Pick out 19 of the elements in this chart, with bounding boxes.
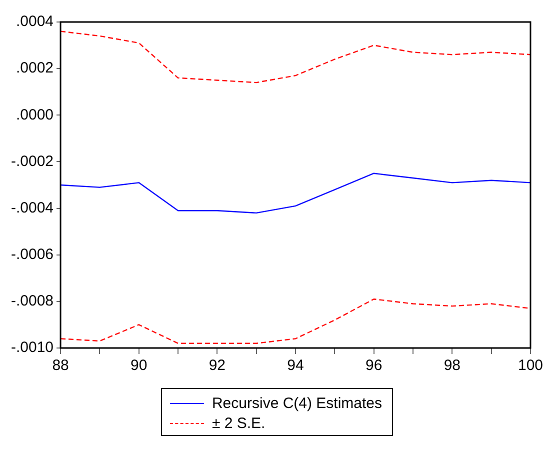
x-tick-label: 100 [518,357,543,374]
y-tick-label: -.0004 [10,199,54,216]
x-tick-label: 90 [130,357,148,374]
y-tick-label: .0002 [16,60,54,77]
x-tick-label: 88 [52,357,69,374]
y-tick-label: -.0010 [10,339,54,356]
y-tick-label: -.0008 [10,292,54,310]
line-series [60,298,530,344]
x-tick-label: 98 [444,357,461,374]
x-tick-label: 92 [208,357,226,374]
legend-label: Recursive C(4) Estimates [212,394,382,412]
x-tick-label: 96 [365,357,382,374]
y-tick-label: -.0002 [10,152,54,170]
y-tick-label: .0000 [16,106,54,124]
line-series [60,30,530,84]
y-tick-label: .0004 [16,13,54,30]
legend-label: ± 2 S.E. [212,414,266,432]
x-tick-label: 94 [287,357,304,374]
y-tick-label: -.0006 [10,246,54,263]
